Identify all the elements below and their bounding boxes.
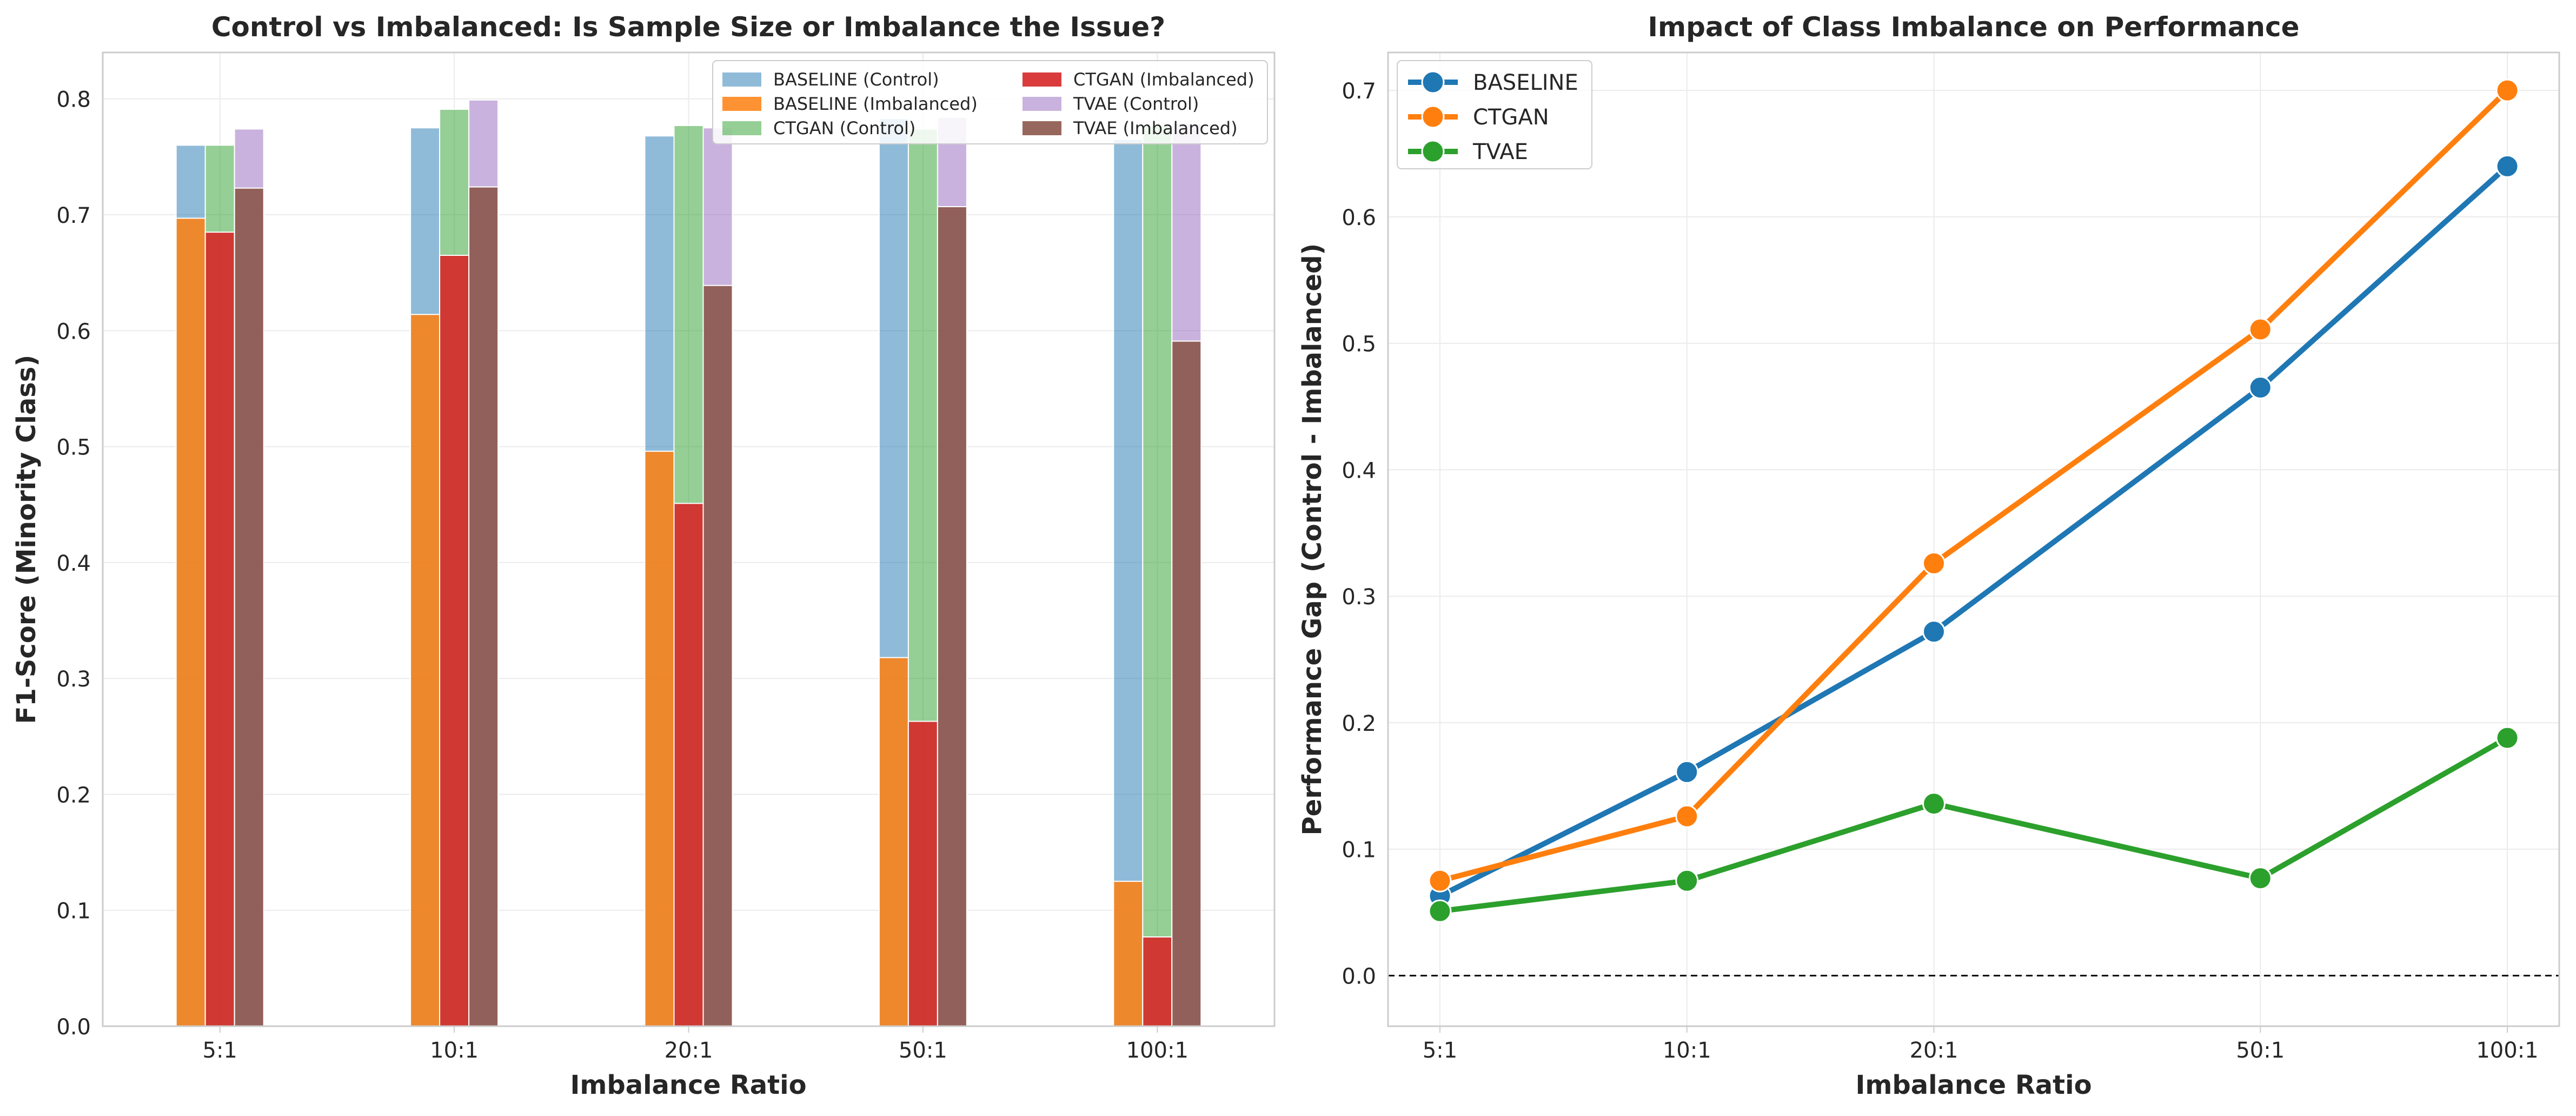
left-x-axis-label: Imbalance Ratio [570,1070,806,1100]
left-bars [175,99,1202,1027]
right-x-tick-label: 5:1 [1423,1038,1457,1063]
left-legend-box [712,60,1268,144]
left-y-tick-label: 0.4 [56,551,91,576]
point-baseline [1675,760,1699,784]
left-y-tick-label: 0.0 [56,1015,91,1040]
right-y-tick-label: 0.4 [1342,458,1376,483]
legend-swatch-baseline-imbalanced [722,97,761,111]
right-x-tick-label: 10:1 [1663,1038,1711,1063]
right-x-tick-label: 50:1 [2236,1038,2285,1063]
point-ctgan [1675,804,1699,828]
right-chart-title: Impact of Class Imbalance on Performance [1648,11,2299,43]
legend-label-baseline: BASELINE [1473,70,1578,95]
left-y-tick-label: 0.5 [56,435,91,460]
right-x-axis-label: Imbalance Ratio [1855,1070,2092,1100]
bar-baseline-imbalanced [644,451,675,1027]
point-ctgan [2248,318,2272,341]
point-tvae [2248,866,2272,890]
right-y-tick-label: 0.3 [1342,585,1376,610]
bar-baseline-imbalanced [1113,881,1144,1027]
right-x-ticks: 5:1 10:1 20:1 50:1 100:1 [1423,1026,2539,1063]
right-legend-box [1397,60,1592,169]
left-x-tick-label: 5:1 [203,1038,237,1063]
right-x-tick-label: 20:1 [1910,1038,1958,1063]
right-y-axis-label: Performance Gap (Control - Imbalanced) [1297,243,1327,836]
right-y-tick-label: 0.6 [1342,206,1376,230]
bar-tvae-imbalanced [1171,340,1202,1027]
legend-label-ctgan-control: CTGAN (Control) [773,118,915,138]
right-x-tick-label: 100:1 [2476,1038,2538,1063]
bar-tvae-imbalanced [702,285,733,1027]
bar-ctgan-imbalanced [439,255,470,1027]
right-y-tick-label: 0.7 [1342,79,1376,104]
right-y-tick-label: 0.2 [1342,711,1376,736]
bar-ctgan-imbalanced [907,721,938,1027]
left-y-tick-label: 0.8 [56,88,91,113]
legend-label-ctgan-imbalanced: CTGAN (Imbalanced) [1073,69,1254,90]
left-y-tick-label: 0.6 [56,319,91,344]
point-ctgan [1922,551,1946,575]
legend-swatch-baseline-control [722,72,761,87]
point-tvae [1428,899,1452,923]
right-y-tick-label: 0.1 [1342,838,1376,863]
left-legend: BASELINE (Control) BASELINE (Imbalanced) C… [712,60,1268,144]
legend-marker-ctgan [1421,105,1445,129]
legend-label-ctgan: CTGAN [1473,105,1549,130]
right-y-tick-label: 0.0 [1342,964,1376,989]
legend-swatch-ctgan-imbalanced [1023,72,1061,87]
point-tvae [1922,792,1946,816]
right-legend: BASELINE CTGAN TVAE [1397,60,1592,169]
bar-tvae-imbalanced [468,186,499,1027]
bar-ctgan-imbalanced [204,232,235,1027]
legend-marker-tvae [1421,140,1445,163]
legend-label-baseline-imbalanced: BASELINE (Imbalanced) [773,94,978,114]
bar-ctgan-imbalanced [1142,936,1173,1027]
point-baseline [1922,620,1946,644]
legend-label-tvae: TVAE [1472,140,1528,164]
left-chart-panel: 0.00.10.20.30.40.50.60.70.8 5:1 10:1 20:1 5… [11,11,1276,1100]
bar-ctgan-imbalanced [673,503,704,1027]
left-x-tick-label: 10:1 [430,1038,479,1063]
point-ctgan [2495,78,2519,102]
legend-swatch-tvae-imbalanced [1023,121,1061,135]
bar-baseline-imbalanced [175,217,206,1027]
left-y-tick-label: 0.1 [56,899,91,924]
right-y-tick-label: 0.5 [1342,332,1376,357]
left-y-ticks: 0.0 0.1 0.2 0.3 0.4 0.5 0.6 0.7 0.8 [56,88,91,1040]
left-x-ticks: 5:1 10:1 20:1 50:1 100:1 [203,1026,1189,1063]
legend-label-tvae-imbalanced: TVAE (Imbalanced) [1073,118,1238,138]
bar-ctgan-control [1142,125,1173,1027]
left-y-axis-label: F1-Score (Minority Class) [11,355,42,724]
point-tvae [1675,869,1699,893]
left-y-tick-label: 0.2 [56,783,91,808]
right-lines [1428,78,2519,923]
legend-marker-baseline [1421,70,1445,94]
point-baseline [2248,375,2272,399]
left-chart-title: Control vs Imbalanced: Is Sample Size or… [211,11,1165,43]
point-ctgan [1428,869,1452,893]
point-baseline [2495,154,2519,178]
bar-tvae-imbalanced [937,206,967,1027]
legend-swatch-tvae-control [1023,97,1061,111]
right-y-ticks: 0.0 0.1 0.2 0.3 0.4 0.5 0.6 0.7 [1342,79,1376,989]
right-plot-frame [1387,51,2560,1027]
right-plot-background [1388,52,2559,1026]
point-tvae [2495,726,2519,750]
left-x-tick-label: 100:1 [1126,1038,1189,1063]
left-y-tick-label: 0.7 [56,203,91,228]
right-grid [1388,52,2559,1026]
bar-baseline-imbalanced [410,314,441,1027]
bar-baseline-imbalanced [878,657,909,1027]
right-chart-panel: 0.0 0.1 0.2 0.3 0.4 0.5 0.6 0.7 5:1 10:1 20:1 50:1… [1297,11,2560,1100]
legend-label-baseline-control: BASELINE (Control) [773,69,939,90]
left-x-tick-label: 50:1 [899,1038,947,1063]
legend-label-tvae-control: TVAE (Control) [1073,94,1199,114]
left-x-tick-label: 20:1 [665,1038,713,1063]
left-y-tick-label: 0.3 [56,667,91,692]
legend-swatch-ctgan-control [722,121,761,135]
bar-tvae-imbalanced [234,187,264,1027]
